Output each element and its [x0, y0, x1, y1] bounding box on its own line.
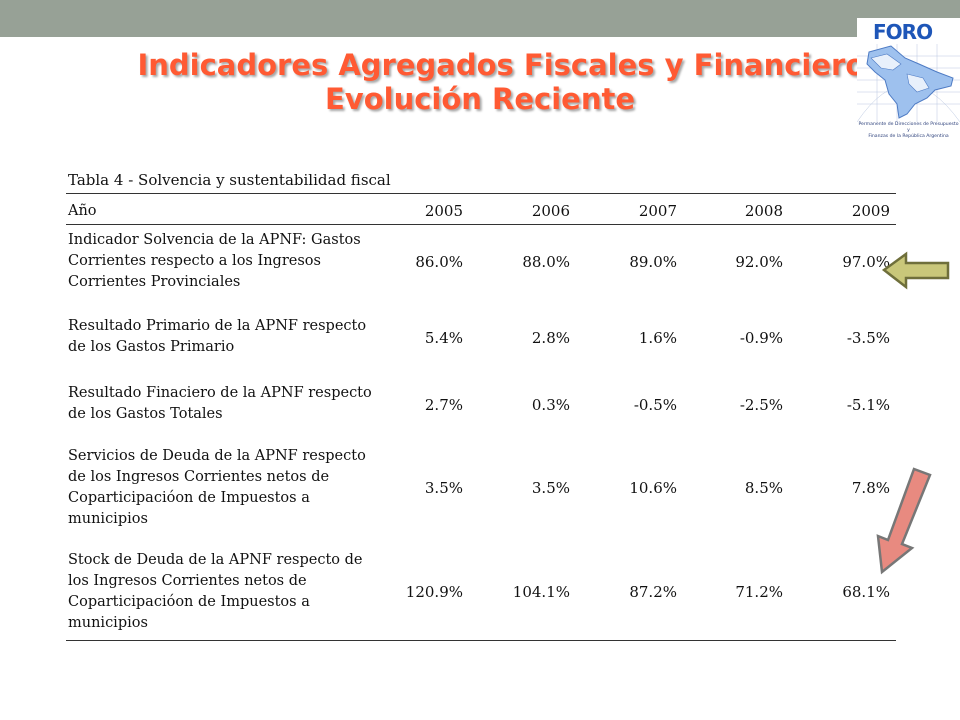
title-line-1: Indicadores Agregados Fiscales y Financi…: [137, 48, 883, 82]
year-2008: 2008: [744, 202, 783, 220]
cell-2008: -0.9%: [739, 329, 783, 347]
row-label-line: municipios: [68, 511, 148, 527]
cell-2008: 92.0%: [735, 253, 783, 271]
row-label-line: Indicador Solvencia de la APNF: Gastos: [68, 232, 361, 248]
cell-2006: 2.8%: [531, 329, 570, 347]
row-label-line: Corrientes Provinciales: [68, 274, 241, 290]
foro-logo: FORO Permanente de Direcciones de Presup…: [857, 18, 960, 148]
cell-2006: 104.1%: [512, 583, 570, 601]
cell-2005: 120.9%: [405, 583, 463, 601]
row-label-line: Resultado Finaciero de la APNF respecto: [68, 385, 372, 401]
cell-2009: 7.8%: [851, 479, 890, 497]
argentina-map-icon: [857, 44, 960, 122]
table-top-rule: [66, 193, 896, 194]
row-label: Stock de Deuda de la APNF respecto de lo…: [68, 550, 378, 634]
row-label-line: de los Gastos Totales: [68, 406, 223, 422]
row-label-line: Resultado Primario de la APNF respecto: [68, 318, 367, 334]
year-2005: 2005: [424, 202, 463, 220]
row-label-line: Corrientes respecto a los Ingresos: [68, 253, 321, 269]
cell-2009: -5.1%: [846, 396, 890, 414]
row-label-line: los Ingresos Corrientes netos de: [68, 573, 307, 589]
logo-caption: Permanente de Direcciones de Presupuesto…: [857, 122, 960, 140]
cell-2005: 5.4%: [424, 329, 463, 347]
cell-2007: 10.6%: [629, 479, 677, 497]
logo-caption-line-1: Permanente de Direcciones de Presupuesto…: [858, 122, 959, 133]
cell-2007: 1.6%: [638, 329, 677, 347]
year-2007: 2007: [638, 202, 677, 220]
row-label: Indicador Solvencia de la APNF: Gastos C…: [68, 230, 378, 293]
row-label-line: Servicios de Deuda de la APNF respecto: [68, 448, 366, 464]
cell-2008: 8.5%: [744, 479, 783, 497]
cell-2006: 88.0%: [522, 253, 570, 271]
row-label-line: municipios: [68, 615, 148, 631]
title-line-2: Evolución Reciente: [325, 82, 635, 116]
logo-caption-line-2: Finanzas de la República Argentina: [868, 134, 949, 139]
year-2006: 2006: [531, 202, 570, 220]
down-left-arrow-icon: [876, 467, 932, 575]
cell-2005: 2.7%: [424, 396, 463, 414]
row-label: Resultado Finaciero de la APNF respecto …: [68, 383, 378, 425]
cell-2007: -0.5%: [633, 396, 677, 414]
cell-2005: 86.0%: [415, 253, 463, 271]
table-caption: Tabla 4 - Solvencia y sustentabilidad fi…: [68, 171, 391, 189]
cell-2006: 0.3%: [531, 396, 570, 414]
row-label-line: de los Gastos Primario: [68, 339, 235, 355]
row-label-line: Coparticipacióon de Impuestos a: [68, 594, 310, 610]
row-label-line: Coparticipacióon de Impuestos a: [68, 490, 310, 506]
cell-2009: 68.1%: [842, 583, 890, 601]
cell-2008: 71.2%: [735, 583, 783, 601]
cell-2009: -3.5%: [846, 329, 890, 347]
table-bottom-rule: [66, 640, 896, 641]
year-header: Año: [68, 203, 97, 219]
row-label: Servicios de Deuda de la APNF respecto d…: [68, 446, 378, 530]
top-bar: [0, 0, 960, 37]
cell-2007: 89.0%: [629, 253, 677, 271]
cell-2006: 3.5%: [531, 479, 570, 497]
row-label: Resultado Primario de la APNF respecto d…: [68, 316, 378, 358]
year-2009: 2009: [851, 202, 890, 220]
cell-2007: 87.2%: [629, 583, 677, 601]
cell-2008: -2.5%: [739, 396, 783, 414]
slide-title: Indicadores Agregados Fiscales y Financi…: [0, 48, 960, 116]
row-label-line: de los Ingresos Corrientes netos de: [68, 469, 330, 485]
left-arrow-icon: [882, 251, 950, 290]
cell-2005: 3.5%: [424, 479, 463, 497]
row-label-line: Stock de Deuda de la APNF respecto de: [68, 552, 363, 568]
logo-wordmark: FORO: [873, 20, 933, 44]
cell-2009: 97.0%: [842, 253, 890, 271]
header-rule: [66, 224, 896, 225]
